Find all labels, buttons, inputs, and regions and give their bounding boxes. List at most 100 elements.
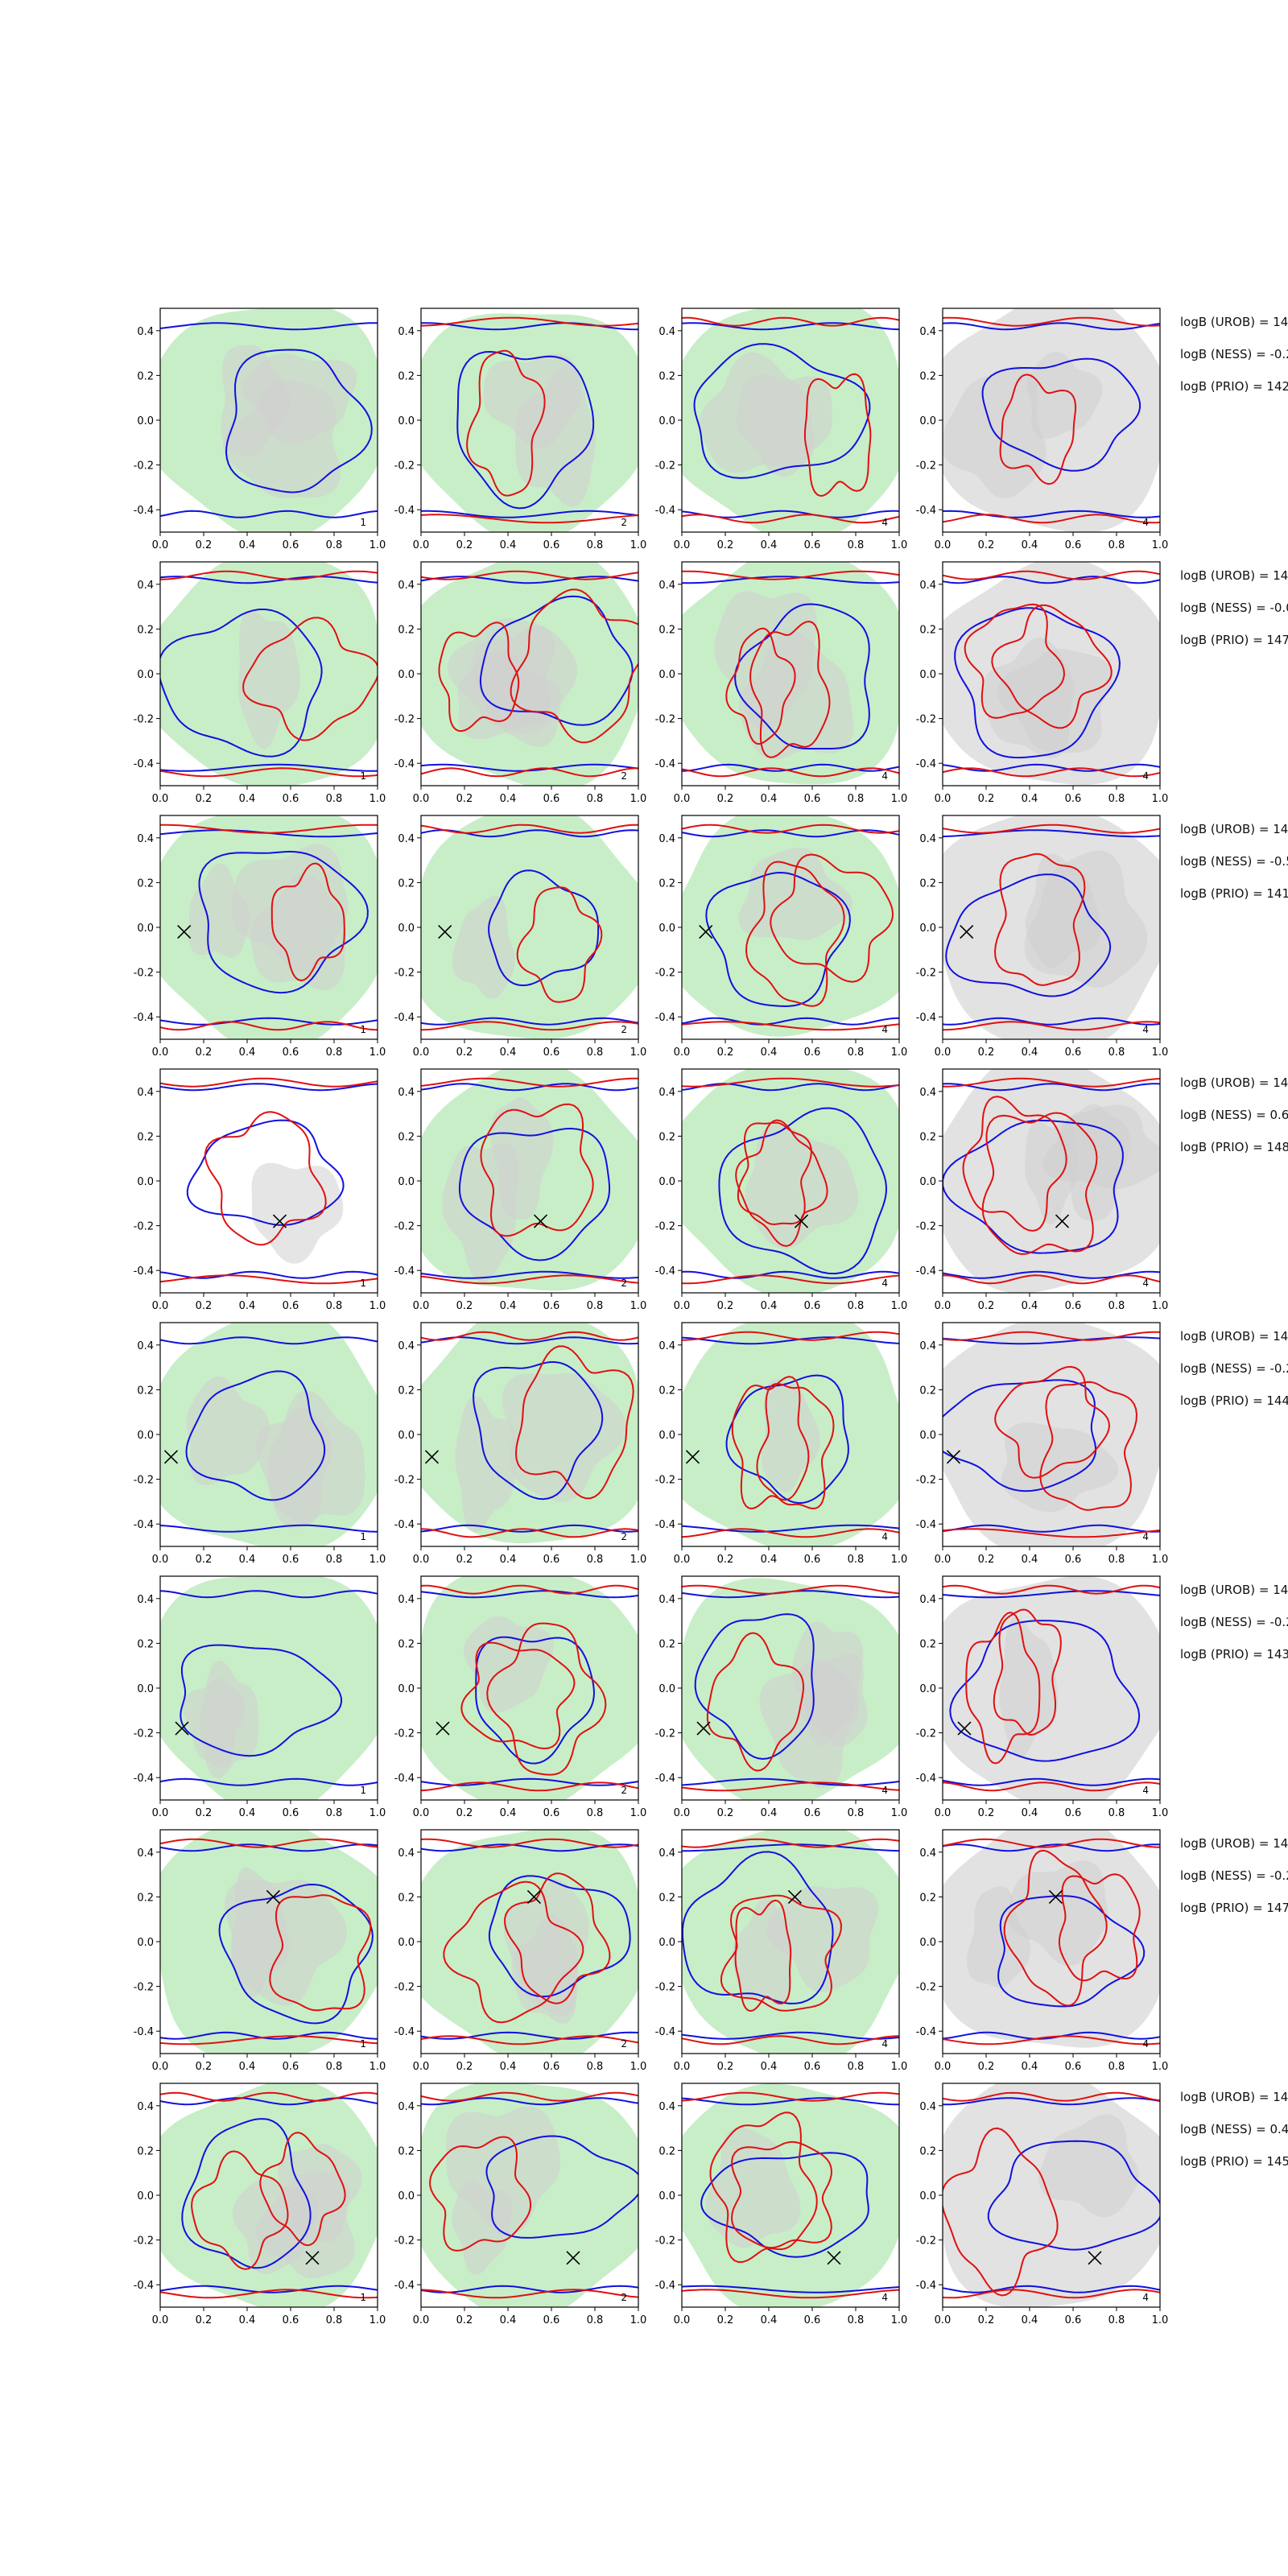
red-contour-bottom <box>160 1274 378 1285</box>
x-tick-label: 0.2 <box>717 1046 734 1059</box>
logB-urob-annotation: logB (UROB) = 147 <box>1180 568 1288 583</box>
density-core <box>1007 1860 1108 1967</box>
y-tick-label: -0.2 <box>134 2235 154 2248</box>
y-tick-label: -0.2 <box>394 1982 415 1994</box>
x-tick-label: 0.4 <box>1022 539 1038 551</box>
y-tick-label: -0.4 <box>916 2026 936 2038</box>
y-tick-label: -0.2 <box>134 1728 154 1740</box>
x-tick-label: 1.0 <box>891 2314 908 2326</box>
x-tick-label: 0.0 <box>935 539 952 551</box>
y-tick-label: 0.2 <box>137 2145 154 2157</box>
y-tick-label: 0.0 <box>398 923 415 935</box>
y-tick-label: 0.4 <box>658 1340 675 1352</box>
observation-marker <box>787 1889 802 1904</box>
y-tick-label: -0.2 <box>134 460 154 473</box>
logB-prio-annotation: logB (PRIO) = 1489 <box>1180 1140 1288 1154</box>
red-contour-bottom <box>421 2035 638 2046</box>
observation-marker <box>305 2251 320 2265</box>
panel-plot-area <box>421 1069 638 1291</box>
density-core <box>700 352 815 473</box>
y-tick-label: 0.2 <box>919 1385 936 1397</box>
y-tick-label: 0.2 <box>658 1892 675 1904</box>
logB-urob-annotation: logB (UROB) = 141 <box>1180 822 1288 836</box>
marker-stroke <box>272 1214 287 1228</box>
x-tick-label: 1.0 <box>891 1046 908 1059</box>
panel-plot-area <box>682 2083 899 2307</box>
blue-contour-top <box>682 829 899 838</box>
y-tick-label: -0.4 <box>916 1012 936 1024</box>
x-tick-label: 1.0 <box>1152 1554 1169 1566</box>
marker-stroke <box>305 2251 320 2265</box>
panel-plot-area <box>943 562 1160 785</box>
logB-prio-annotation: logB (PRIO) = 1419 <box>1180 886 1288 901</box>
x-tick-label: 0.0 <box>674 793 691 805</box>
panel-r7c3: 4 0.0 0.2 0.4 0.6 0.8 1.0 0.4 0.2 0.0 -0.2 -0.4 <box>916 2083 1168 2326</box>
marker-stroke <box>175 1721 189 1736</box>
blue-contour-top <box>682 1336 899 1345</box>
panel-r4c3: 4 0.0 0.2 0.4 0.6 0.8 1.0 0.4 0.2 0.0 -0.2 -0.4 <box>916 1322 1169 1566</box>
panel-plot-area <box>160 815 378 1039</box>
y-tick-label: 0.2 <box>919 624 936 636</box>
y-tick-label: 0.4 <box>137 1340 154 1352</box>
x-tick-label: 0.4 <box>239 793 256 805</box>
x-tick-label: 0.4 <box>500 1807 517 1819</box>
red-contour-bottom <box>682 1021 899 1031</box>
density-core <box>1026 351 1103 440</box>
x-tick-label: 0.4 <box>761 793 778 805</box>
panel-label: 4 <box>1142 1024 1149 1035</box>
red-contour-top <box>160 570 378 580</box>
blue-contour <box>700 2152 869 2258</box>
x-tick-label: 0.6 <box>1065 1554 1082 1566</box>
x-tick-label: 0.8 <box>848 793 865 805</box>
blue-contour-top <box>682 322 899 331</box>
x-tick-label: 0.8 <box>848 1046 865 1059</box>
y-tick-label: 0.0 <box>398 415 415 427</box>
y-tick-label: -0.4 <box>655 505 675 517</box>
panel-plot-area <box>943 1069 1160 1293</box>
x-tick-label: 1.0 <box>1152 793 1169 805</box>
panel-label: 4 <box>881 1278 888 1289</box>
x-tick-label: 0.4 <box>761 1046 778 1059</box>
blue-contour-top <box>421 1083 638 1092</box>
red-contour-bottom <box>943 514 1160 524</box>
panel-plot-area <box>160 562 378 786</box>
blue-contour <box>997 1895 1146 2008</box>
blue-contour-bottom <box>421 1524 638 1533</box>
x-tick-label: 1.0 <box>630 2061 647 2073</box>
panel-plot-area <box>943 308 1160 532</box>
red-contour <box>735 1119 828 1247</box>
observation-marker <box>1055 1214 1070 1228</box>
x-tick-label: 0.0 <box>935 1807 952 1819</box>
x-tick-label: 0.8 <box>326 1554 343 1566</box>
x-tick-label: 0.4 <box>500 2314 517 2326</box>
x-tick-label: 0.2 <box>717 2314 734 2326</box>
y-tick-label: 0.2 <box>658 1385 675 1397</box>
density-core <box>1001 1422 1119 1513</box>
blue-contour-bottom <box>682 1524 899 1533</box>
y-tick-label: 0.4 <box>398 1847 415 1860</box>
red-contour-top <box>682 2091 899 2102</box>
observation-marker <box>526 1889 541 1904</box>
panel-plot-area <box>160 308 378 532</box>
x-tick-label: 0.0 <box>935 2314 952 2326</box>
blue-contour <box>456 350 595 510</box>
x-tick-label: 1.0 <box>630 1300 647 1312</box>
blue-contour <box>475 1636 596 1765</box>
red-contour <box>709 2112 818 2264</box>
panel-label: 4 <box>881 2038 888 2050</box>
x-tick-label: 0.4 <box>1022 1046 1038 1059</box>
y-tick-label: -0.2 <box>916 714 936 726</box>
x-tick-label: 0.0 <box>413 2061 430 2073</box>
x-tick-label: 0.6 <box>543 539 560 551</box>
x-tick-label: 0.4 <box>761 1807 778 1819</box>
logB-prio-annotation: logB (PRIO) = 1425 <box>1180 379 1288 394</box>
logB-urob-annotation: logB (UROB) = 142 <box>1180 315 1288 329</box>
panel-label: 1 <box>360 1785 366 1796</box>
x-tick-label: 1.0 <box>369 1554 386 1566</box>
red-contour <box>730 2140 833 2249</box>
density-core <box>188 863 250 958</box>
y-tick-label: 0.4 <box>919 1594 936 1606</box>
x-tick-label: 0.8 <box>1108 539 1125 551</box>
y-tick-label: 0.4 <box>919 1340 936 1352</box>
y-tick-label: 0.4 <box>919 1087 936 1099</box>
